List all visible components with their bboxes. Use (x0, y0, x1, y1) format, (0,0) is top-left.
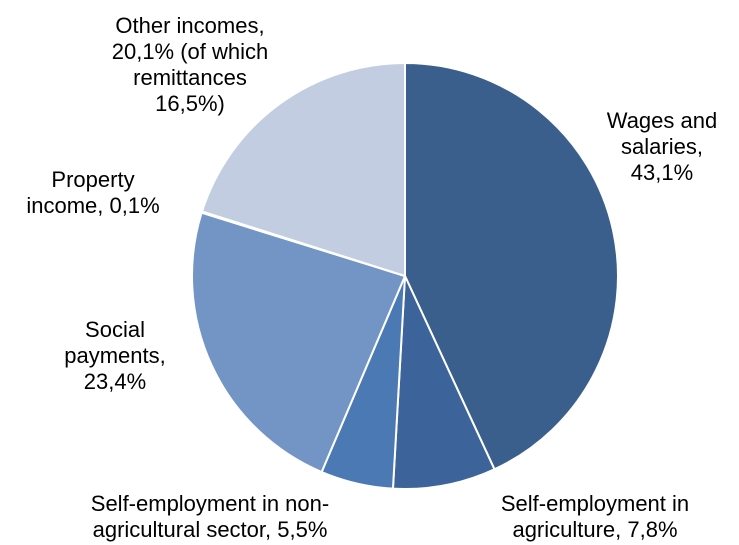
slice-wages-and-salaries (404, 62, 619, 471)
label-self-employment-agriculture: Self-employment in agriculture, 7,8% (500, 491, 690, 542)
label-self-employment-non-agricultural: Self-employment in non- agricultural sec… (90, 491, 330, 542)
slice-social-payments (191, 211, 406, 474)
label-other-incomes: Other incomes, 20,1% (of which remittanc… (111, 13, 269, 116)
label-property-income: Property income, 0,1% (26, 167, 160, 218)
label-social-payments: Social payments, 23,4% (64, 317, 166, 394)
slice-other-incomes (201, 62, 406, 277)
slice-self-employment-agriculture (391, 275, 496, 490)
label-wages-and-salaries: Wages and salaries, 43,1% (606, 108, 718, 185)
